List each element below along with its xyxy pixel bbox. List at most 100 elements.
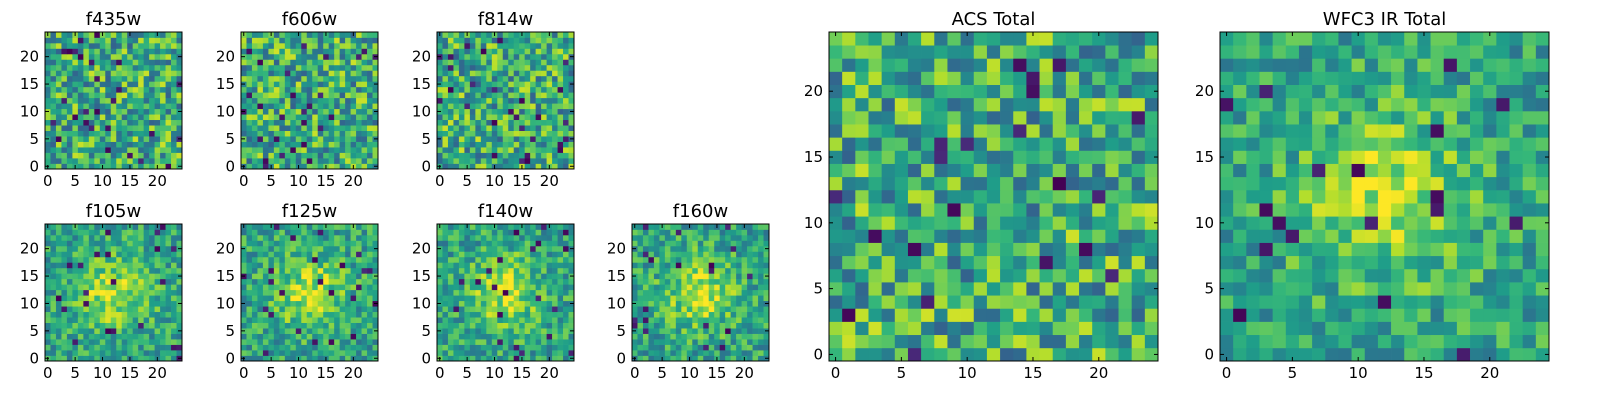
heatmap-cell — [535, 355, 542, 362]
heatmap-cell — [345, 147, 351, 153]
heatmap-cell — [55, 229, 62, 236]
heatmap-cell — [475, 37, 482, 44]
heatmap-cell — [653, 311, 660, 318]
heatmap-cell — [513, 339, 520, 345]
heatmap-cell — [334, 48, 340, 55]
heatmap-cell — [632, 311, 638, 318]
heatmap-cell — [535, 278, 542, 285]
heatmap-cell — [637, 344, 644, 351]
heatmap-cell — [447, 322, 454, 329]
heatmap-cell — [279, 119, 286, 126]
heatmap-cell — [295, 108, 302, 115]
heatmap-cell — [268, 75, 275, 82]
heatmap-cell — [513, 114, 520, 121]
heatmap-cell — [143, 103, 150, 110]
heatmap-cell — [447, 234, 454, 241]
heatmap-cell — [664, 229, 671, 236]
heatmap-cell — [306, 350, 313, 356]
heatmap-cell — [356, 32, 362, 38]
heatmap-cell — [110, 119, 117, 126]
heatmap-cell — [50, 136, 57, 142]
heatmap-cell — [160, 86, 166, 93]
heatmap-cell — [110, 256, 117, 263]
heatmap-cell — [758, 273, 764, 280]
heatmap-cell — [356, 97, 362, 104]
heatmap-cell — [241, 262, 247, 269]
heatmap-cell — [557, 130, 564, 137]
y-tick-label: 10 — [20, 102, 39, 120]
heatmap-cell — [262, 317, 269, 323]
heatmap-cell — [94, 306, 101, 313]
heatmap-cell — [541, 317, 547, 323]
heatmap-cell — [251, 64, 258, 71]
heatmap-cell — [55, 32, 62, 38]
heatmap-cell — [1000, 150, 1014, 164]
heatmap-cell — [361, 333, 368, 340]
heatmap-cell — [648, 234, 655, 241]
heatmap-cell — [105, 245, 112, 252]
heatmap-cell — [77, 152, 84, 159]
heatmap-cell — [1105, 321, 1119, 336]
heatmap-cell — [442, 350, 449, 356]
heatmap-cell — [447, 130, 454, 137]
heatmap-cell — [670, 251, 677, 258]
heatmap-cell — [154, 344, 161, 351]
heatmap-cell — [868, 347, 882, 362]
heatmap-cell — [524, 339, 531, 345]
heatmap-cell — [1144, 203, 1159, 217]
heatmap-cell — [66, 267, 73, 274]
x-tick-label: 15 — [120, 172, 139, 190]
heatmap-cell — [61, 328, 68, 334]
heatmap-cell — [77, 267, 84, 274]
heatmap-cell — [552, 339, 558, 345]
heatmap-cell — [72, 158, 79, 164]
heatmap-cell — [947, 216, 961, 230]
heatmap-cell — [552, 295, 558, 302]
heatmap-cell — [284, 158, 291, 164]
heatmap-cell — [171, 141, 177, 148]
heatmap-cell — [127, 328, 134, 334]
heatmap-cell — [960, 347, 975, 362]
heatmap-cell — [77, 350, 84, 356]
heatmap-cell — [1000, 321, 1014, 336]
heatmap-cell — [508, 125, 515, 131]
heatmap-cell — [55, 245, 62, 252]
heatmap-cell — [176, 289, 183, 296]
heatmap-cell — [752, 234, 759, 241]
heatmap-cell — [268, 339, 275, 345]
heatmap-cell — [77, 278, 84, 285]
heatmap-cell — [241, 42, 247, 49]
heatmap-cell — [262, 289, 269, 296]
heatmap-cell — [552, 125, 558, 131]
heatmap-cell — [127, 251, 134, 258]
heatmap-cell — [273, 97, 280, 104]
heatmap-cell — [116, 262, 123, 269]
x-tick-label: 0 — [435, 364, 445, 382]
heatmap-cell — [55, 234, 62, 241]
heatmap-cell — [273, 234, 280, 241]
heatmap-cell — [45, 64, 51, 71]
heatmap-cell — [741, 278, 748, 285]
heatmap-cell — [246, 103, 253, 110]
heatmap-cell — [659, 234, 666, 241]
heatmap-cell — [453, 37, 460, 44]
heatmap-cell — [497, 240, 504, 247]
heatmap-cell — [372, 229, 379, 236]
heatmap-cell — [312, 163, 319, 170]
heatmap-cell — [160, 158, 166, 164]
heatmap-cell — [284, 328, 291, 334]
heatmap-cell — [334, 300, 340, 307]
heatmap-cell — [703, 333, 710, 340]
heatmap-cell — [372, 333, 379, 340]
heatmap-cell — [508, 64, 515, 71]
heatmap-cell — [894, 255, 909, 270]
heatmap-cell — [1065, 347, 1080, 362]
heatmap-cell — [110, 86, 117, 93]
heatmap-cell — [66, 328, 73, 334]
heatmap-cell — [132, 245, 139, 252]
heatmap-cell — [339, 108, 346, 115]
heatmap-cell — [453, 278, 460, 285]
heatmap-cell — [894, 203, 909, 217]
heatmap-cell — [306, 262, 313, 269]
y-tick-label: 20 — [20, 240, 39, 258]
